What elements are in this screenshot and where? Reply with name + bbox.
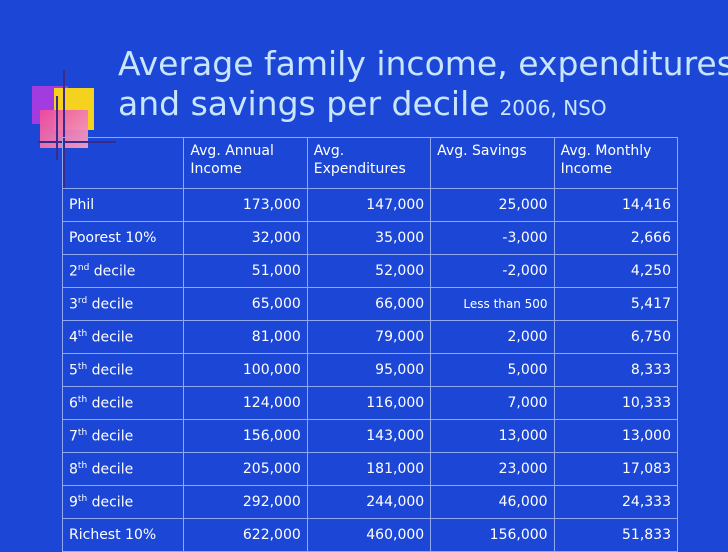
cell-sav: 46,000	[430, 485, 555, 519]
cell-monthly: 17,083	[553, 452, 679, 486]
row-label: 2nd decile	[61, 254, 185, 288]
cell-income: 32,000	[183, 221, 308, 255]
cell-sav: 5,000	[430, 353, 555, 387]
cell-sav: Less than 500	[430, 287, 555, 321]
cell-monthly: 13,000	[553, 419, 679, 453]
table-row: 3rd decile 65,000 66,000 Less than 500 5,417	[61, 287, 679, 321]
row-label: 3rd decile	[61, 287, 185, 321]
cell-exp: 95,000	[306, 353, 432, 387]
cell-sav: 2,000	[430, 320, 555, 354]
table-row: Poorest 10% 32,000 35,000 -3,000 2,666	[61, 221, 679, 255]
cell-sav: 7,000	[430, 386, 555, 420]
cell-income: 124,000	[183, 386, 308, 420]
cell-exp: 460,000	[306, 518, 432, 552]
cell-exp: 143,000	[306, 419, 432, 453]
row-label: Poorest 10%	[61, 221, 185, 255]
cell-sav: -3,000	[430, 221, 555, 255]
cell-sav: 25,000	[430, 188, 555, 222]
header-cell: Avg. Savings	[430, 137, 555, 189]
cell-sav: 156,000	[430, 518, 555, 552]
row-label: 5th decile	[61, 353, 185, 387]
cell-income: 51,000	[183, 254, 308, 288]
decor-line	[56, 96, 58, 160]
cell-monthly: 24,333	[553, 485, 679, 519]
table-row: 8th decile 205,000 181,000 23,000 17,083	[61, 452, 679, 486]
cell-exp: 244,000	[306, 485, 432, 519]
title-line-2: and savings per decile 2006, NSO	[118, 84, 607, 123]
table-row: 5th decile 100,000 95,000 5,000 8,333	[61, 353, 679, 387]
slide-title: Average family income, expenditures and …	[118, 44, 728, 128]
cell-exp: 147,000	[306, 188, 432, 222]
row-label: 4th decile	[61, 320, 185, 354]
cell-monthly: 6,750	[553, 320, 679, 354]
cell-monthly: 8,333	[553, 353, 679, 387]
cell-monthly: 2,666	[553, 221, 679, 255]
cell-income: 173,000	[183, 188, 308, 222]
table-row: Phil 173,000 147,000 25,000 14,416	[61, 188, 679, 222]
row-label: Richest 10%	[61, 518, 185, 552]
title-source: 2006, NSO	[499, 96, 607, 120]
header-cell: Avg. Monthly Income	[553, 137, 679, 189]
row-label: Phil	[61, 188, 185, 222]
cell-income: 81,000	[183, 320, 308, 354]
cell-monthly: 5,417	[553, 287, 679, 321]
table-row: 6th decile 124,000 116,000 7,000 10,333	[61, 386, 679, 420]
row-label: 6th decile	[61, 386, 185, 420]
cell-exp: 66,000	[306, 287, 432, 321]
cell-income: 205,000	[183, 452, 308, 486]
cell-income: 156,000	[183, 419, 308, 453]
table-header-row: Avg. Annual Income Avg. Expenditures Avg…	[61, 137, 679, 189]
cell-exp: 181,000	[306, 452, 432, 486]
row-label: 8th decile	[61, 452, 185, 486]
row-label: 9th decile	[61, 485, 185, 519]
table-row: Richest 10% 622,000 460,000 156,000 51,833	[61, 518, 679, 552]
cell-exp: 79,000	[306, 320, 432, 354]
table-row: 9th decile 292,000 244,000 46,000 24,333	[61, 485, 679, 519]
table-body: Phil 173,000 147,000 25,000 14,416 Poorest 10…	[61, 188, 679, 552]
table-row: 2nd decile 51,000 52,000 -2,000 4,250	[61, 254, 679, 288]
table-row: 7th decile 156,000 143,000 13,000 13,000	[61, 419, 679, 453]
cell-monthly: 10,333	[553, 386, 679, 420]
header-cell	[61, 137, 185, 189]
cell-exp: 35,000	[306, 221, 432, 255]
row-label: 7th decile	[61, 419, 185, 453]
cell-income: 65,000	[183, 287, 308, 321]
cell-income: 100,000	[183, 353, 308, 387]
cell-sav: 23,000	[430, 452, 555, 486]
cell-exp: 52,000	[306, 254, 432, 288]
cell-sav: 13,000	[430, 419, 555, 453]
cell-monthly: 4,250	[553, 254, 679, 288]
table-row: 4th decile 81,000 79,000 2,000 6,750	[61, 320, 679, 354]
cell-exp: 116,000	[306, 386, 432, 420]
decor-line	[63, 70, 65, 190]
header-cell: Avg. Annual Income	[183, 137, 308, 189]
header-cell: Avg. Expenditures	[306, 137, 432, 189]
cell-sav: -2,000	[430, 254, 555, 288]
cell-monthly: 14,416	[553, 188, 679, 222]
cell-income: 622,000	[183, 518, 308, 552]
income-table: Avg. Annual Income Avg. Expenditures Avg…	[61, 137, 679, 552]
cell-income: 292,000	[183, 485, 308, 519]
title-line-1: Average family income, expenditures	[118, 44, 728, 83]
cell-monthly: 51,833	[553, 518, 679, 552]
